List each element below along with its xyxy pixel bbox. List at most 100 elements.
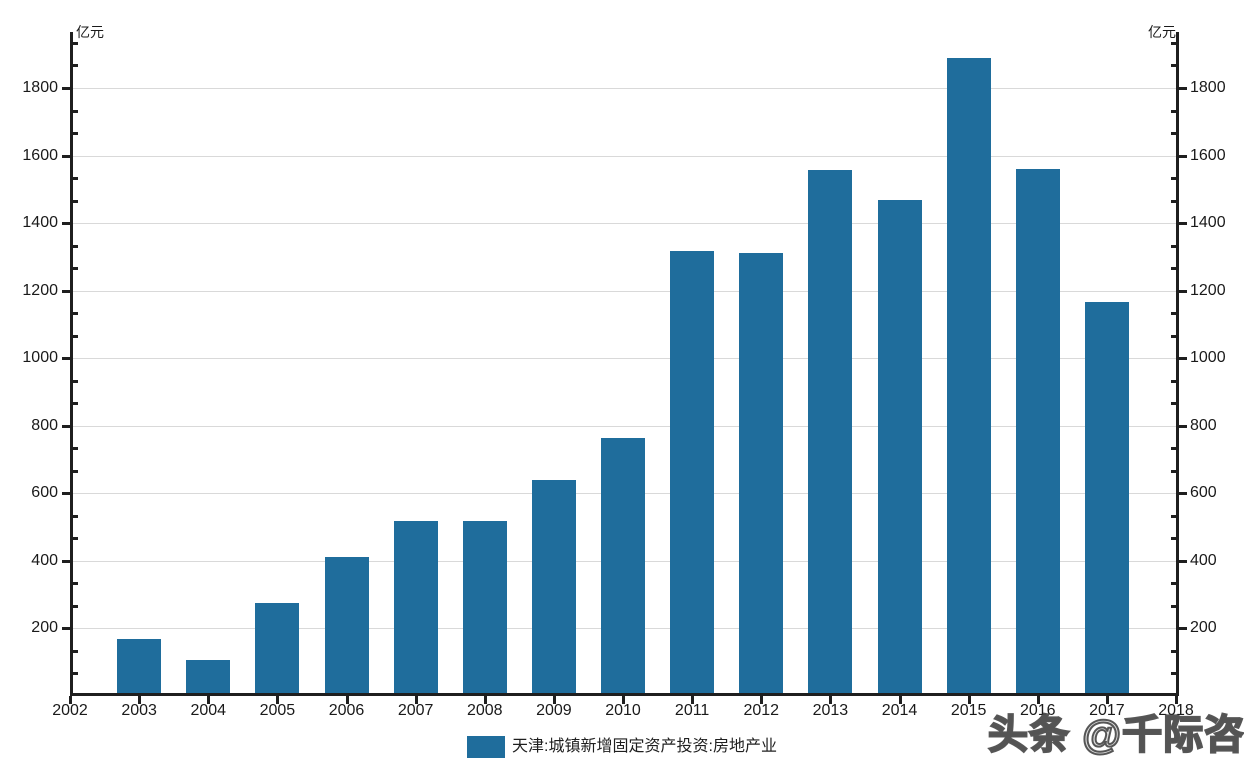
- y-tick-label-right: 200: [1190, 619, 1217, 637]
- y-minor-tick-right: [1171, 267, 1176, 271]
- y-tick-label-right: 1800: [1190, 79, 1226, 96]
- y-axis-right: [1176, 32, 1179, 696]
- y-minor-tick-left: [73, 379, 78, 383]
- y-minor-tick-right: [1171, 177, 1176, 181]
- bar-2013: [808, 170, 853, 693]
- y-tick-label-right: 800: [1190, 416, 1217, 434]
- x-tick-2014: [898, 696, 902, 704]
- x-tick-2018: [1175, 696, 1178, 704]
- y-major-tick-right: [1179, 627, 1187, 631]
- watermark: 头条 @千际咨询: [987, 712, 1244, 758]
- y-minor-tick-left: [73, 649, 78, 653]
- y-tick-label-left: 1000: [22, 349, 58, 367]
- y-minor-tick-right: [1171, 604, 1176, 608]
- y-minor-tick-right: [1171, 672, 1176, 676]
- y-minor-tick-right: [1171, 41, 1176, 45]
- bar-2011: [670, 250, 715, 693]
- x-tick-label-2004: 2004: [190, 702, 227, 719]
- y-axis-unit-right: 亿元: [1148, 24, 1176, 40]
- bar-2007: [393, 521, 438, 693]
- y-axis-left: [70, 32, 73, 696]
- y-minor-tick-right: [1171, 649, 1176, 653]
- y-minor-tick-right: [1171, 402, 1176, 406]
- y-axis-unit-left: 亿元: [76, 24, 104, 40]
- bar-2016: [1015, 168, 1060, 693]
- y-minor-tick-left: [73, 132, 78, 136]
- y-minor-tick-right: [1171, 312, 1176, 316]
- y-minor-tick-left: [73, 447, 78, 451]
- y-tick-label-left: 1400: [22, 214, 58, 232]
- y-major-tick-right: [1179, 559, 1187, 563]
- y-minor-tick-left: [73, 41, 78, 45]
- x-tick-label-2017: 2017: [1089, 702, 1125, 719]
- y-tick-label-left: 1200: [22, 281, 58, 299]
- y-major-tick-right: [1179, 424, 1187, 428]
- gridline-800: [73, 425, 1176, 427]
- y-tick-label-right: 1000: [1190, 349, 1226, 367]
- x-tick-label-2015: 2015: [950, 702, 987, 719]
- x-tick-2017: [1105, 696, 1109, 704]
- y-major-tick-left: [62, 87, 70, 90]
- y-tick-label-left: 200: [31, 619, 58, 637]
- x-tick-label-2003: 2003: [121, 702, 157, 719]
- bar-2012: [739, 252, 784, 693]
- x-tick-2010: [622, 696, 625, 704]
- bar-2010: [601, 437, 645, 693]
- y-minor-tick-right: [1171, 132, 1176, 136]
- y-minor-tick-left: [73, 604, 78, 608]
- x-tick-2004: [207, 696, 211, 704]
- y-minor-tick-right: [1171, 199, 1176, 203]
- y-minor-tick-left: [73, 514, 78, 518]
- y-major-tick-right: [1179, 222, 1187, 226]
- x-tick-2009: [552, 696, 556, 704]
- x-tick-label-2008: 2008: [466, 702, 503, 719]
- gridline-1400: [73, 223, 1176, 225]
- y-major-tick-right: [1179, 289, 1187, 293]
- bar-2009: [531, 480, 576, 693]
- x-tick-label-2018: 2018: [1158, 702, 1194, 719]
- x-tick-label-2011: 2011: [674, 702, 710, 719]
- y-minor-tick-right: [1171, 64, 1176, 68]
- y-major-tick-left: [62, 289, 70, 293]
- x-tick-label-2014: 2014: [881, 702, 918, 719]
- x-tick-label-2007: 2007: [397, 702, 434, 719]
- x-tick-2012: [760, 696, 764, 704]
- y-tick-label-left: 1600: [22, 146, 58, 164]
- x-tick-label-2013: 2013: [812, 702, 849, 719]
- y-minor-tick-left: [73, 537, 78, 541]
- x-tick-label-2012: 2012: [743, 702, 780, 719]
- y-major-tick-left: [62, 357, 70, 361]
- x-tick-2008: [483, 696, 487, 704]
- x-tick-2007: [414, 696, 418, 704]
- x-tick-label-2009: 2009: [536, 702, 572, 719]
- x-tick-2013: [829, 696, 833, 704]
- y-minor-tick-left: [73, 244, 78, 248]
- x-tick-label-2016: 2016: [1019, 702, 1056, 719]
- bar-2015: [946, 58, 991, 693]
- y-minor-tick-right: [1171, 244, 1176, 248]
- y-major-tick-right: [1179, 87, 1187, 90]
- y-minor-tick-left: [73, 402, 78, 406]
- y-minor-tick-left: [73, 582, 78, 586]
- y-major-tick-left: [62, 627, 70, 631]
- y-minor-tick-right: [1171, 514, 1176, 518]
- y-major-tick-left: [62, 559, 70, 563]
- y-major-tick-left: [62, 492, 70, 496]
- y-minor-tick-right: [1171, 379, 1176, 383]
- legend-label: 天津:城镇新增固定资产投资:房地产业: [512, 738, 777, 755]
- x-tick-label-2005: 2005: [259, 702, 296, 719]
- y-minor-tick-left: [73, 177, 78, 181]
- x-tick-2011: [691, 696, 695, 704]
- y-major-tick-left: [62, 424, 70, 428]
- bar-2004: [186, 659, 231, 693]
- y-minor-tick-left: [73, 109, 78, 113]
- gridline-1600: [73, 155, 1176, 157]
- x-tick-label-2010: 2010: [605, 702, 641, 719]
- y-minor-tick-left: [73, 469, 78, 473]
- x-tick-label-2006: 2006: [328, 702, 365, 719]
- x-tick-2003: [138, 696, 142, 704]
- y-tick-label-right: 400: [1190, 551, 1217, 569]
- bar-2008: [462, 521, 507, 693]
- y-minor-tick-left: [73, 672, 78, 676]
- y-tick-label-right: 1200: [1190, 281, 1226, 299]
